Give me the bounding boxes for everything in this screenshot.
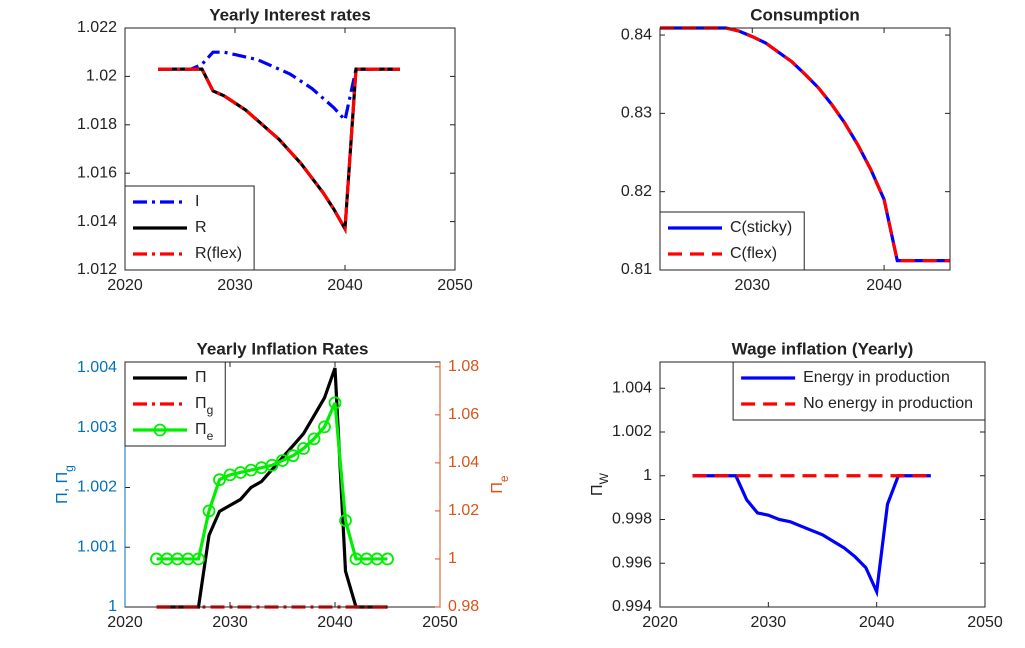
series-line	[156, 402, 388, 561]
x-tick-label: 2040	[317, 614, 353, 631]
y-tick-label: 1.014	[77, 213, 117, 230]
y-tick-label: 1.016	[77, 164, 117, 181]
chart-title: Yearly Interest rates	[209, 5, 371, 24]
y-tick-label: 0.83	[621, 105, 652, 122]
y-axis-label: Π, Πg	[54, 465, 76, 504]
x-tick-label: 2050	[967, 614, 1003, 631]
y-tick-label: 1.022	[77, 19, 117, 36]
x-tick-label: 2040	[327, 277, 363, 294]
x-tick-label: 2030	[734, 277, 770, 294]
series-line	[692, 474, 931, 598]
axes: 2030 2040 0.81 0.82 0.83 0.84 Consumption C(sti…	[621, 5, 951, 294]
legend-label: Energy in production	[803, 369, 950, 386]
y-tick-label: 1.02	[86, 68, 117, 85]
y2-axis-label: Πe	[489, 475, 511, 494]
legend-label: R	[195, 219, 207, 236]
x-tick-label: 2020	[642, 614, 678, 631]
legend-label: No energy in production	[803, 395, 973, 412]
series-marker	[202, 504, 216, 518]
series-marker	[213, 473, 226, 487]
chart-title: Yearly Inflation Rates	[197, 339, 369, 358]
x-tick-label: 2030	[751, 614, 787, 631]
chart-title: Wage inflation (Yearly)	[732, 339, 914, 358]
legend: C(sticky) C(flex)	[659, 211, 805, 271]
series-marker	[328, 396, 342, 410]
axes: 2020 2030 2040 2050 1.012 1.014 1.016 1.018 1.02…	[77, 5, 473, 294]
series-marker	[265, 458, 279, 472]
x-tick-label: 2050	[437, 277, 473, 294]
series-marker	[318, 420, 331, 434]
x-tick-label: 2040	[866, 277, 902, 294]
series-marker	[307, 432, 321, 446]
x-tick-label: 2020	[107, 277, 143, 294]
y-tick-label: 0.81	[621, 261, 652, 278]
y-tick-label: 0.996	[612, 554, 652, 571]
legend-label: C(flex)	[730, 245, 777, 262]
x-tick-label: 2050	[422, 614, 458, 631]
series-marker	[381, 552, 394, 566]
y-tick-label: 0.998	[612, 511, 652, 528]
legend-label: Π	[195, 369, 207, 386]
series-marker	[276, 454, 289, 467]
y-tick-label: 1.004	[77, 359, 117, 376]
legend-marker	[153, 423, 167, 437]
y2-tick-label: 1	[448, 550, 457, 567]
legend-box	[659, 211, 805, 271]
x-tick-label: 2020	[107, 614, 143, 631]
y-tick-label: 1.002	[612, 423, 652, 440]
series-marker	[192, 552, 205, 566]
y-tick-label: 0.994	[612, 598, 652, 615]
legend: IR R(flex)	[124, 185, 255, 271]
y-tick-label: 1.003	[77, 419, 117, 436]
y-tick-label: 1	[108, 598, 117, 615]
y2-tick-label: 1.06	[448, 406, 479, 423]
legend: Energy in production No energy in product…	[732, 361, 986, 421]
x-tick-label: 2030	[217, 277, 253, 294]
axes-box	[124, 27, 456, 271]
chart-title: Consumption	[750, 5, 860, 24]
y-tick-label: 1.002	[77, 479, 117, 496]
y-tick-label: 1.001	[77, 538, 117, 555]
y2-tick-label: 1.08	[448, 358, 479, 375]
axes: 2020 2030 2040 2050 1 1.001 1.002 1.003 1.004 0.9…	[54, 339, 511, 631]
x-tick-label: 2030	[212, 614, 248, 631]
y-tick-label: 1.018	[77, 116, 117, 133]
y-tick-label: 0.82	[621, 183, 652, 200]
series-marker	[339, 514, 352, 527]
legend-box	[732, 361, 986, 421]
y2-tick-label: 0.98	[448, 598, 479, 615]
y-tick-label: 1	[643, 467, 652, 484]
y-tick-label: 1.012	[77, 261, 117, 278]
legend-label: R(flex)	[195, 245, 242, 262]
y-axis-label: ΠW	[589, 472, 611, 496]
legend-label: C(sticky)	[730, 219, 792, 236]
series-marker	[297, 442, 310, 455]
series-line	[158, 67, 400, 235]
axes: 2020 2030 2040 2050 0.994 0.996 0.998 1 1.002 1.0…	[589, 339, 1003, 631]
legend-label: I	[195, 193, 199, 210]
series-marker	[286, 449, 300, 463]
y-tick-label: 0.84	[621, 26, 652, 43]
x-tick-label: 2040	[859, 614, 895, 631]
y2-tick-label: 1.04	[448, 454, 479, 471]
y2-tick-label: 1.02	[448, 502, 479, 519]
y-tick-label: 1.004	[612, 379, 652, 396]
axes-box	[659, 27, 951, 271]
